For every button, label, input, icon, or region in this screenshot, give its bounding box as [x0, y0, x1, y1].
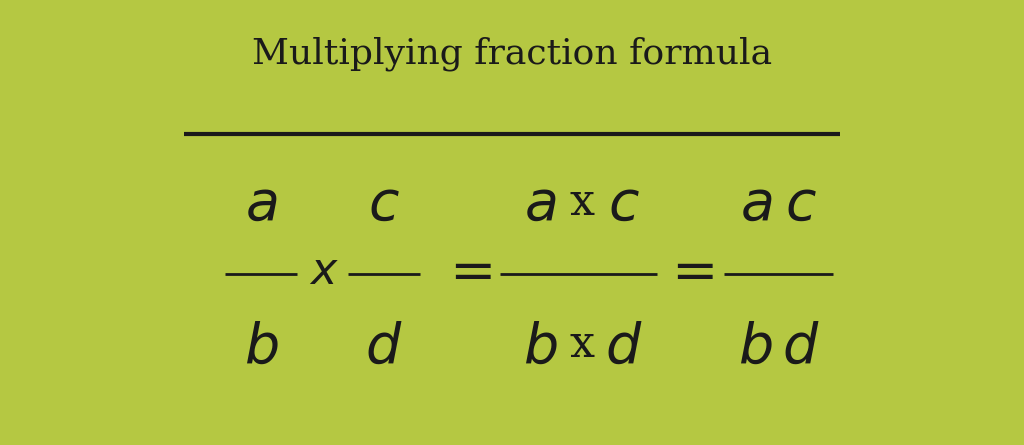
Text: $b$: $b$ [523, 320, 558, 374]
Text: $=$: $=$ [662, 244, 715, 299]
Text: x: x [569, 181, 594, 224]
Text: $a$: $a$ [245, 178, 278, 232]
Text: $b$: $b$ [738, 320, 773, 374]
Text: $d$: $d$ [782, 320, 819, 374]
Text: $b$: $b$ [244, 320, 279, 374]
Text: $d$: $d$ [366, 320, 402, 374]
Text: $=$: $=$ [439, 244, 493, 299]
Text: $d$: $d$ [605, 320, 642, 374]
Text: $\mathbf{\mathit{c}}$: $\mathbf{\mathit{c}}$ [784, 178, 817, 232]
Text: $x$: $x$ [308, 250, 339, 293]
Text: $c$: $c$ [368, 178, 400, 232]
Text: $a$: $a$ [739, 178, 772, 232]
Text: x: x [569, 323, 594, 367]
Text: $\mathbf{\mathit{c}}$: $\mathbf{\mathit{c}}$ [607, 178, 640, 232]
Text: $a$: $a$ [524, 178, 557, 232]
Text: Multiplying fraction formula: Multiplying fraction formula [252, 36, 772, 71]
